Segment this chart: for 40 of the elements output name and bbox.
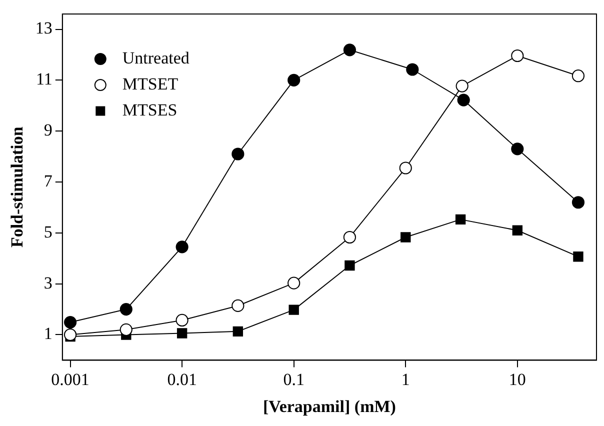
point (176, 314, 188, 327)
y-axis-title: Fold-stimulation (8, 126, 27, 248)
point (456, 80, 468, 92)
legend-label: Untreated (122, 48, 190, 68)
point (64, 316, 77, 329)
point (120, 302, 132, 316)
legend-label: MTSET (122, 74, 179, 94)
y-tick-label: 1 (44, 324, 52, 344)
point (120, 323, 132, 336)
y-tick-label: 7 (44, 171, 53, 190)
point (343, 230, 356, 244)
x-tick-label: 10 (508, 370, 526, 389)
y-tick-label: 5 (44, 222, 52, 242)
point (455, 214, 466, 225)
x-tick-label: 0.01 (167, 370, 197, 389)
x-tick-label: 1 (401, 370, 410, 389)
point (511, 142, 524, 156)
point (399, 162, 412, 174)
point (512, 225, 523, 236)
point (232, 299, 244, 312)
point (232, 326, 244, 337)
point (288, 74, 300, 86)
point (400, 232, 411, 242)
point (344, 260, 355, 271)
point (232, 148, 244, 160)
y-tick-label: 3 (44, 273, 52, 292)
point (343, 44, 356, 56)
y-tick-label: 13 (35, 18, 52, 38)
x-axis-title: [Verapamil] (mM) (262, 397, 396, 416)
x-tick-label: 0.1 (283, 370, 304, 389)
point (176, 328, 188, 338)
point (64, 328, 77, 342)
point (511, 49, 524, 62)
x-tick-label: 0.001 (51, 370, 90, 389)
legend-label: MTSES (122, 100, 178, 120)
point (288, 276, 300, 290)
point (288, 304, 299, 315)
y-tick-label: 11 (36, 70, 52, 89)
point (176, 240, 188, 254)
y-tick-label: 9 (44, 120, 52, 140)
